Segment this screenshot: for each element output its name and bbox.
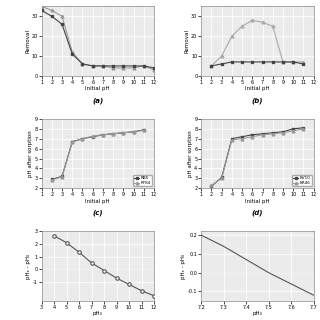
X-axis label: pH₀: pH₀ (252, 311, 262, 316)
Text: (c): (c) (92, 210, 103, 216)
Y-axis label: pHₑ - pH₀: pHₑ - pH₀ (27, 253, 31, 279)
Y-axis label: Removal: Removal (185, 29, 190, 53)
X-axis label: Initial pH: Initial pH (85, 199, 110, 204)
X-axis label: pH₀: pH₀ (93, 311, 103, 316)
Legend: BV10, BR46: BV10, BR46 (292, 175, 311, 186)
X-axis label: Initial pH: Initial pH (85, 86, 110, 91)
Y-axis label: pH after sorption: pH after sorption (28, 130, 33, 177)
Legend: RB5, RY84: RB5, RY84 (133, 175, 152, 186)
Text: (d): (d) (252, 210, 263, 216)
Y-axis label: pH after sorption: pH after sorption (188, 130, 193, 177)
X-axis label: Initial pH: Initial pH (245, 199, 270, 204)
Text: (a): (a) (92, 97, 103, 104)
Y-axis label: pHₑ - pH₀: pHₑ - pH₀ (181, 253, 187, 279)
Y-axis label: Removal: Removal (25, 29, 30, 53)
X-axis label: Initial pH: Initial pH (245, 86, 270, 91)
Text: (b): (b) (252, 97, 263, 104)
